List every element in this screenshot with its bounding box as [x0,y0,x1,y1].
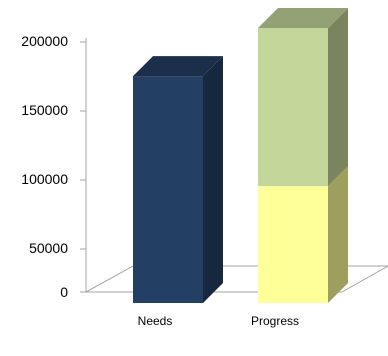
y-tick-label: 200000 [21,33,68,49]
bar-progress-segment-0-front [258,186,328,303]
chart-floor [85,265,388,293]
x-labels: Needs Progress [138,314,299,328]
bar-progress-segment-1-top [258,8,348,28]
bar-progress-segment-1-side [328,8,348,187]
bar-progress-segment-1-front [258,28,328,187]
bar-needs-segment-0-side [203,56,223,303]
y-ticks: 0 50000 100000 150000 200000 [21,33,68,300]
y-tick-marks [80,41,86,293]
y-tick-label: 0 [60,284,68,300]
y-tick-label: 150000 [21,102,68,118]
bar-needs-segment-0-front [133,76,203,303]
category-label-progress: Progress [251,314,299,328]
y-tick-label: 50000 [29,240,68,256]
category-label-needs: Needs [138,314,173,328]
y-tick-label: 100000 [21,171,68,187]
bar-needs-segment-0-top [133,56,223,77]
bar-progress-segment-0-side [328,166,348,303]
bars-layer [133,8,348,303]
